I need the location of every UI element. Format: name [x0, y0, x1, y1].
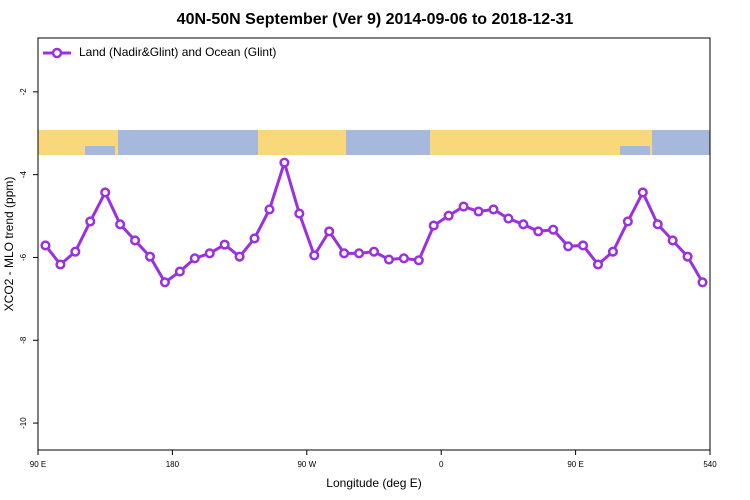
- data-point: [667, 235, 678, 246]
- y-tick-label: -4: [19, 171, 28, 179]
- y-tick-label: -8: [19, 336, 28, 344]
- data-point: [398, 253, 409, 264]
- x-tick-label: 90 E: [567, 460, 583, 469]
- data-point: [294, 208, 305, 219]
- data-point: [652, 219, 663, 230]
- data-point: [279, 157, 290, 168]
- data-point: [189, 253, 200, 264]
- x-tick-label: 180: [166, 460, 180, 469]
- data-point: [70, 246, 81, 257]
- data-point: [85, 216, 96, 227]
- data-point: [234, 251, 245, 262]
- data-point: [428, 220, 439, 231]
- data-point: [682, 251, 693, 262]
- y-tick-label: -2: [19, 88, 28, 96]
- data-point: [458, 201, 469, 212]
- data-point: [563, 241, 574, 252]
- plot-frame: [37, 37, 711, 451]
- data-point: [100, 187, 111, 198]
- chart-title: 40N-50N September (Ver 9) 2014-09-06 to …: [177, 11, 574, 28]
- data-point: [622, 216, 633, 227]
- data-point: [174, 266, 185, 277]
- y-tick-label: -10: [19, 417, 28, 429]
- data-point: [578, 240, 589, 251]
- x-tick-label: 90 W: [297, 460, 316, 469]
- legend-label: Land (Nadir&Glint) and Ocean (Glint): [79, 45, 276, 59]
- data-point: [488, 204, 499, 215]
- data-point: [368, 246, 380, 257]
- data-point: [40, 240, 51, 251]
- data-point: [309, 250, 320, 261]
- data-point: [533, 226, 544, 237]
- data-point: [383, 254, 394, 265]
- data-point: [413, 255, 424, 266]
- data-point: [264, 204, 275, 215]
- x-tick-label: 0: [439, 460, 444, 469]
- data-point: [55, 259, 66, 270]
- data-point: [339, 248, 350, 259]
- map-strip: [38, 130, 710, 155]
- data-point: [204, 248, 215, 259]
- data-point: [592, 259, 604, 270]
- data-point: [443, 210, 454, 221]
- legend-marker: [51, 47, 63, 59]
- data-point: [548, 224, 559, 235]
- y-tick-label: -6: [19, 253, 28, 261]
- data-point: [115, 219, 126, 230]
- data-point: [637, 187, 648, 198]
- y-axis-label: XCO2 - MLO trend (ppm): [2, 177, 16, 312]
- data-point: [697, 277, 708, 288]
- x-axis-label: Longitude (deg E): [326, 476, 421, 490]
- data-point: [518, 219, 529, 230]
- data-point: [473, 206, 484, 217]
- data-point: [249, 233, 260, 244]
- x-tick-label: 540: [703, 460, 717, 469]
- series-line: [44, 157, 704, 285]
- data-point: [130, 235, 141, 246]
- data-point: [354, 248, 365, 259]
- data-point: [144, 251, 156, 262]
- data-point: [607, 246, 618, 257]
- data-point: [219, 239, 230, 250]
- data-point: [503, 213, 514, 224]
- x-tick-label: 90 E: [30, 460, 46, 469]
- data-point: [324, 226, 335, 237]
- data-point: [159, 277, 170, 288]
